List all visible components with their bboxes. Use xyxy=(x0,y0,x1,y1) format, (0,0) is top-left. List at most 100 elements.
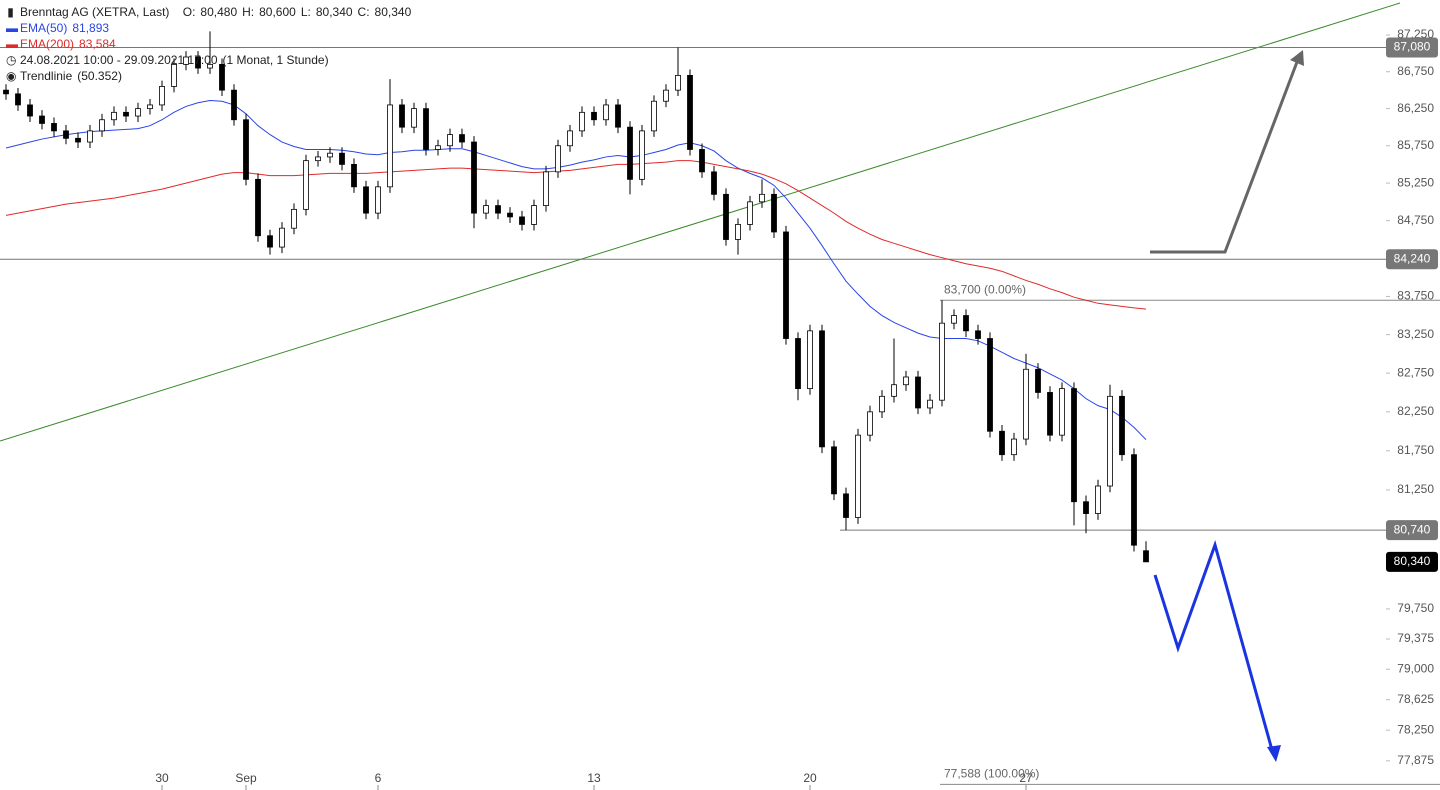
y-tick-label: 77,875 xyxy=(1397,753,1434,767)
candle-body xyxy=(27,104,33,117)
candle-body xyxy=(195,56,201,69)
clock-icon: ◷ xyxy=(6,53,17,67)
candle-body xyxy=(3,89,9,95)
candle-body xyxy=(543,171,549,207)
price-box-label: 80,740 xyxy=(1394,522,1431,536)
x-tick-label: 27 xyxy=(1019,771,1033,785)
candle-body xyxy=(303,160,309,210)
legend-swatch: ▬ xyxy=(6,37,18,51)
ohlc-value: 80,340 xyxy=(315,5,353,19)
candle-body xyxy=(651,100,657,132)
candle-body xyxy=(231,89,237,121)
candle-body xyxy=(159,86,165,106)
candle-body xyxy=(975,330,981,339)
x-tick-label: 30 xyxy=(155,771,169,785)
candle-body xyxy=(39,115,45,124)
candle-body xyxy=(63,130,69,139)
candle-body xyxy=(699,149,705,173)
candle-body xyxy=(183,56,189,65)
candle-body xyxy=(243,119,249,180)
candle-body xyxy=(795,338,801,389)
fib-label: 77,588 (100.00%) xyxy=(944,767,1039,781)
legend: ▮ Brenntag AG (XETRA, Last) O: 80,480 H: 80… xyxy=(6,4,411,84)
candle-body xyxy=(135,108,141,117)
candle-body xyxy=(375,186,381,214)
fib-label: 83,700 (0.00%) xyxy=(944,282,1026,296)
candle-body xyxy=(111,111,117,121)
arrowhead-down xyxy=(1267,745,1281,762)
candle-body xyxy=(915,376,921,409)
y-tick-label: 85,250 xyxy=(1397,175,1434,189)
legend-row: ◷ 24.08.2021 10:00 - 29.09.2021 17:00 (1 M… xyxy=(6,52,411,68)
last-price-label: 80,340 xyxy=(1394,554,1431,568)
chart-icon: ▮ xyxy=(7,5,14,19)
candle-body xyxy=(351,163,357,188)
period: 24.08.2021 10:00 - 29.09.2021 17:00 xyxy=(20,53,218,67)
y-tick-label: 81,750 xyxy=(1397,443,1434,457)
candle-body xyxy=(999,430,1005,456)
ohlc-key: C: xyxy=(357,5,370,19)
price-box-label: 84,240 xyxy=(1394,251,1431,265)
candle-body xyxy=(879,395,885,413)
candle-body xyxy=(735,224,741,240)
price-box-label: 87,080 xyxy=(1394,40,1431,54)
candle-body xyxy=(75,137,81,143)
candle-body xyxy=(315,156,321,162)
candle-body xyxy=(1011,438,1017,456)
y-tick-label: 84,750 xyxy=(1397,213,1434,227)
y-tick-label: 83,250 xyxy=(1397,327,1434,341)
price-box xyxy=(1386,37,1438,58)
candle-body xyxy=(1023,368,1029,440)
candle-body xyxy=(1047,392,1053,436)
legend-row: ◉ Trendlinie (50.352) xyxy=(6,68,411,84)
candle-body xyxy=(255,178,261,237)
y-tick-label: 82,250 xyxy=(1397,404,1434,418)
ohlc-key: H: xyxy=(242,5,255,19)
candle-body xyxy=(639,130,645,180)
x-tick-label: 20 xyxy=(803,771,817,785)
candle-body xyxy=(687,75,693,150)
scenario-arrow-down xyxy=(1153,540,1274,751)
y-tick-label: 78,625 xyxy=(1397,692,1434,706)
candle-body xyxy=(363,186,369,214)
x-tick-label: 6 xyxy=(375,771,382,785)
candle-body xyxy=(15,93,21,106)
candle-body xyxy=(711,171,717,195)
candle-body xyxy=(531,205,537,225)
trendline-value: (50.352) xyxy=(77,69,122,83)
candle-body xyxy=(675,75,681,91)
candle-body xyxy=(447,134,453,147)
candle-body xyxy=(1131,454,1137,546)
trendline-name: Trendlinie xyxy=(20,69,73,83)
ohlc-key: O: xyxy=(182,5,196,19)
candle-body xyxy=(1035,368,1041,393)
y-tick-label: 86,750 xyxy=(1397,64,1434,78)
candle-body xyxy=(603,104,609,121)
y-tick-label: 79,000 xyxy=(1397,661,1434,675)
x-tick-label: Sep xyxy=(235,771,257,785)
legend-swatch: ▬ xyxy=(6,21,18,35)
candle-body xyxy=(459,134,465,143)
candle-body xyxy=(759,193,765,203)
candle-body xyxy=(483,205,489,214)
candle-body xyxy=(867,411,873,436)
candle-body xyxy=(963,315,969,332)
y-tick-label: 82,750 xyxy=(1397,365,1434,379)
candle-body xyxy=(819,330,825,448)
candle-body xyxy=(399,104,405,128)
last-price-box xyxy=(1386,551,1438,572)
candle-body xyxy=(1095,485,1101,514)
candle-body xyxy=(267,235,273,248)
candle-body xyxy=(1071,388,1077,503)
ohlc-value: 80,600 xyxy=(259,5,296,19)
candle-body xyxy=(207,63,213,69)
legend-value: 83,584 xyxy=(79,37,116,51)
candle-body xyxy=(627,126,633,180)
trendline-icon: ◉ xyxy=(6,69,17,83)
candle-body xyxy=(555,145,561,173)
price-box xyxy=(1386,249,1438,270)
candle-body xyxy=(423,108,429,150)
y-tick-label: 79,375 xyxy=(1397,631,1434,645)
candle-body xyxy=(123,111,129,117)
candle-body xyxy=(807,330,813,389)
